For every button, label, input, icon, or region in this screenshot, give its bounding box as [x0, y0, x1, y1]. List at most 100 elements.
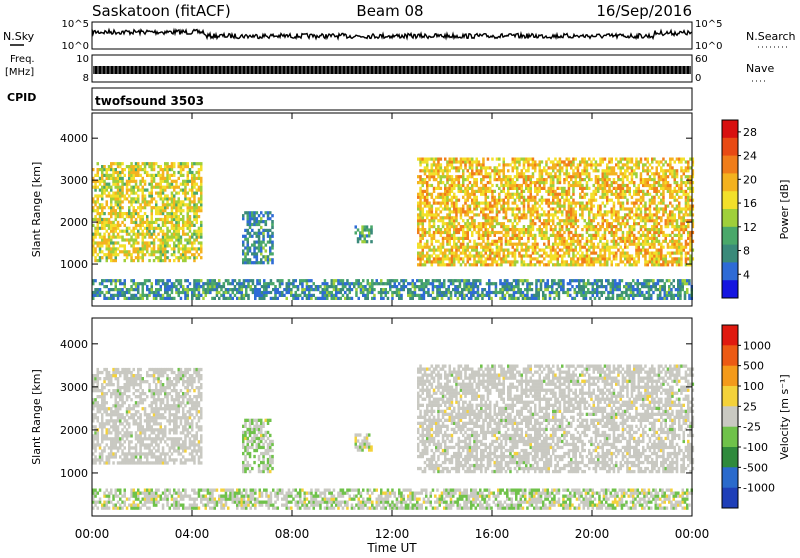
data-cell — [151, 282, 154, 285]
data-cell — [487, 181, 490, 184]
data-cell — [530, 190, 533, 193]
data-cell — [359, 234, 362, 237]
data-cell — [478, 243, 481, 246]
data-cell — [485, 175, 488, 178]
data-cell — [115, 282, 118, 285]
data-cell — [164, 238, 167, 241]
data-cell — [478, 160, 481, 163]
data-cell — [608, 231, 611, 234]
data-cell — [608, 184, 611, 187]
data-cell — [577, 202, 580, 205]
data-cell — [500, 246, 503, 249]
data-cell — [617, 178, 620, 181]
data-cell — [685, 184, 688, 187]
data-cell — [162, 180, 165, 183]
data-cell — [480, 243, 483, 246]
data-cell — [534, 234, 537, 237]
data-cell — [198, 197, 201, 200]
data-cell — [624, 207, 627, 210]
data-cell — [164, 168, 167, 171]
data-cell — [471, 184, 474, 187]
data-cell — [525, 231, 528, 234]
data-cell — [649, 231, 652, 234]
data-cell — [435, 187, 438, 190]
data-cell — [514, 181, 517, 184]
data-cell — [424, 181, 427, 184]
data-cell — [262, 229, 265, 232]
data-cell — [331, 291, 334, 294]
data-cell — [106, 186, 109, 189]
data-cell — [467, 205, 470, 208]
data-cell — [518, 240, 521, 243]
data-cell — [644, 158, 647, 161]
data-cell — [514, 213, 517, 216]
data-cell — [130, 230, 133, 233]
data-cell — [539, 263, 542, 266]
data-cell — [590, 219, 593, 222]
data-cell — [437, 163, 440, 166]
data-cell — [536, 190, 539, 193]
data-cell — [478, 172, 481, 175]
data-cell — [656, 207, 659, 210]
data-cell — [678, 158, 681, 161]
data-cell — [545, 254, 548, 257]
data-cell — [155, 183, 158, 186]
data-cell — [164, 297, 167, 300]
data-cell — [94, 203, 97, 206]
data-cell — [541, 228, 544, 231]
data-cell — [575, 254, 578, 257]
data-cell — [171, 197, 174, 200]
data-cell — [431, 207, 434, 210]
data-cell — [155, 203, 158, 206]
data-cell — [521, 263, 524, 266]
data-cell — [169, 288, 172, 291]
data-cell — [462, 190, 465, 193]
data-cell — [579, 263, 582, 266]
data-cell — [435, 231, 438, 234]
data-cell — [153, 177, 156, 180]
data-cell — [579, 234, 582, 237]
data-cell — [367, 288, 370, 291]
data-cell — [249, 226, 252, 229]
data-cell — [500, 249, 503, 252]
data-cell — [455, 175, 458, 178]
data-cell — [473, 254, 476, 257]
data-cell — [467, 243, 470, 246]
data-cell — [112, 253, 115, 256]
data-cell — [99, 206, 102, 209]
data-cell — [656, 160, 659, 163]
data-cell — [137, 288, 140, 291]
data-cell — [662, 207, 665, 210]
data-cell — [532, 222, 535, 225]
data-cell — [137, 206, 140, 209]
data-cell — [687, 231, 690, 234]
data-cell — [498, 210, 501, 213]
data-cell — [437, 213, 440, 216]
data-cell — [656, 181, 659, 184]
data-cell — [187, 165, 190, 168]
data-cell — [193, 256, 196, 259]
data-cell — [451, 234, 454, 237]
data-cell — [509, 243, 512, 246]
data-cell — [187, 221, 190, 224]
data-cell — [178, 218, 181, 221]
data-cell — [658, 190, 661, 193]
data-cell — [584, 254, 587, 257]
data-cell — [260, 232, 263, 235]
data-cell — [243, 285, 246, 288]
data-cell — [106, 203, 109, 206]
data-cell — [288, 285, 291, 288]
data-cell — [622, 193, 625, 196]
data-cell — [482, 178, 485, 181]
data-cell — [525, 243, 528, 246]
data-cell — [417, 193, 420, 196]
data-cell — [171, 297, 174, 300]
data-cell — [417, 257, 420, 260]
data-cell — [106, 291, 109, 294]
data-cell — [568, 210, 571, 213]
data-cell — [687, 257, 690, 260]
data-cell — [503, 190, 506, 193]
data-cell — [500, 257, 503, 260]
data-cell — [182, 203, 185, 206]
